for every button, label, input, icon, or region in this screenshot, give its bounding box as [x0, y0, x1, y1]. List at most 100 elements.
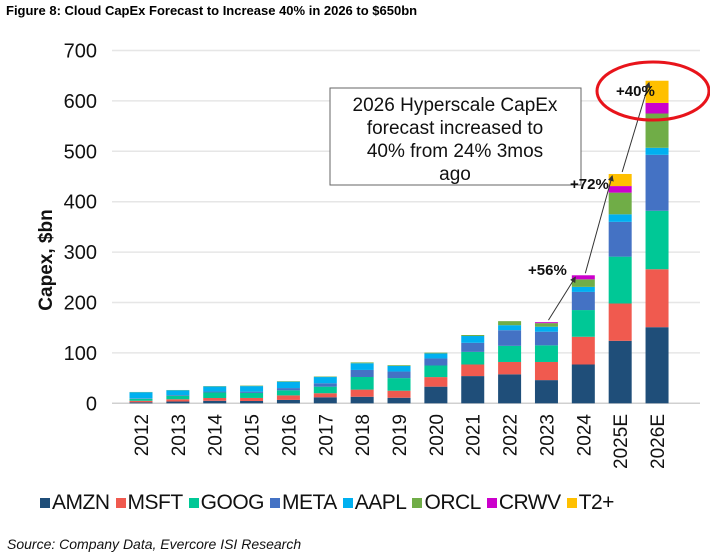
bar-segment-aapl-2017 — [313, 377, 337, 384]
bar-segment-orcl-2019 — [387, 365, 411, 367]
bar-segment-goog-2012 — [129, 398, 153, 401]
bar-segment-orcl-2017 — [313, 376, 337, 378]
legend-item: MSFT — [115, 491, 184, 515]
legend-label: T2+ — [578, 491, 615, 514]
bar-segment-crwv-2026E — [645, 102, 669, 114]
bar-segment-t2plus-2025E — [608, 173, 632, 187]
x-tick-label: 2012 — [132, 414, 153, 456]
bar-segment-amzn-2014 — [203, 400, 227, 404]
annotation-text-line: 40% from 24% 3mos — [367, 141, 543, 162]
bar-segment-aapl-2015 — [240, 386, 264, 392]
bar-segment-meta-2018 — [350, 369, 374, 377]
bar-segment-msft-2023 — [534, 361, 558, 381]
x-tick-label: 2020 — [427, 414, 448, 456]
bar-segment-aapl-2023 — [534, 326, 558, 332]
bar-segment-goog-2018 — [350, 376, 374, 390]
bar-segment-goog-2024 — [571, 310, 595, 337]
bar-segment-meta-2012 — [129, 398, 153, 399]
stacked-bar-chart: 0 100 200 300 400 500 600 700 Capex, $bn 2012 2013… — [36, 41, 710, 469]
bar-segment-meta-2016 — [276, 388, 300, 391]
y-tick-label: 0 — [86, 393, 97, 415]
bar-segment-msft-2025E — [608, 303, 632, 341]
legend-label: AAPL — [354, 491, 407, 514]
legend-label: ORCL — [424, 491, 481, 514]
bar-segment-amzn-2013 — [166, 401, 190, 404]
x-tick-label: 2017 — [316, 414, 337, 456]
bar-segment-goog-2014 — [203, 392, 227, 399]
bar-segment-meta-2026E — [645, 154, 669, 211]
bar-segment-orcl-2016 — [276, 381, 300, 382]
bar-segment-msft-2022 — [498, 361, 522, 375]
x-tick-label: 2015 — [243, 414, 264, 456]
bar-segment-msft-2026E — [645, 269, 669, 328]
bar-segment-meta-2021 — [461, 342, 485, 352]
bar-segment-amzn-2026E — [645, 327, 669, 404]
x-tick-label: 2024 — [574, 414, 595, 457]
annotation-text-line: 2026 Hyperscale CapEx — [353, 95, 558, 116]
bar-segment-aapl-2025E — [608, 214, 632, 222]
bar-segment-msft-2012 — [129, 400, 153, 403]
bar-segment-msft-2016 — [276, 395, 300, 400]
x-tick-label: 2018 — [353, 414, 374, 456]
bar-segment-msft-2024 — [571, 336, 595, 365]
growth-arrow — [548, 276, 576, 321]
y-tick-label: 400 — [64, 192, 97, 214]
x-tick-label: 2025E — [611, 414, 632, 469]
legend-swatch — [566, 498, 577, 508]
bar-segment-amzn-2025E — [608, 340, 632, 404]
bar-segment-t2plus-2026E — [645, 80, 669, 103]
bar-segment-meta-2015 — [240, 391, 264, 393]
legend-label: META — [282, 491, 337, 514]
x-tick-label: 2014 — [206, 414, 227, 457]
legend-item: AMZN — [40, 491, 110, 515]
bar-segment-amzn-2016 — [276, 399, 300, 404]
bar-segment-msft-2015 — [240, 397, 264, 401]
legend-label: CRWV — [498, 491, 561, 514]
bar-segment-amzn-2012 — [129, 402, 153, 404]
bar-segment-orcl-2018 — [350, 362, 374, 364]
bar-segment-orcl-2021 — [461, 335, 485, 337]
bar-segment-msft-2017 — [313, 393, 337, 398]
bar-segment-amzn-2023 — [534, 380, 558, 404]
bar-segment-aapl-2014 — [203, 386, 227, 392]
bar-segment-goog-2026E — [645, 210, 669, 270]
legend-item: ORCL — [412, 491, 481, 515]
bar-segment-meta-2014 — [203, 391, 227, 393]
bar-segment-aapl-2018 — [350, 363, 374, 370]
bar-segment-amzn-2024 — [571, 364, 595, 404]
growth-arrow — [584, 175, 614, 274]
bar-segment-goog-2020 — [424, 365, 448, 378]
legend-swatch — [115, 498, 126, 508]
legend-swatch — [486, 498, 497, 508]
y-tick-label: 100 — [64, 343, 97, 365]
bar-segment-aapl-2016 — [276, 381, 300, 389]
figure-title: Figure 8: Cloud CapEx Forecast to Increa… — [6, 3, 418, 18]
bar-segment-goog-2016 — [276, 390, 300, 396]
x-tick-label: 2019 — [390, 414, 411, 456]
bar-segment-msft-2019 — [387, 390, 411, 398]
legend-swatch — [342, 498, 353, 508]
bar-segment-amzn-2019 — [387, 397, 411, 404]
legend-label: MSFT — [127, 491, 184, 514]
highlight-ellipse — [595, 60, 710, 122]
bar-segment-aapl-2026E — [645, 147, 669, 155]
growth-label: +72% — [570, 176, 609, 193]
bar-segment-aapl-2022 — [498, 325, 522, 331]
y-axis-label: Capex, $bn — [36, 209, 57, 310]
legend-item: CRWV — [486, 491, 561, 515]
legend-item: AAPL — [342, 491, 407, 515]
bar-segment-goog-2017 — [313, 386, 337, 394]
legend-label: GOOG — [200, 491, 265, 514]
x-tick-label: 2022 — [501, 414, 522, 456]
bar-segment-amzn-2015 — [240, 400, 264, 404]
bar-segment-meta-2023 — [534, 331, 558, 346]
bar-segment-goog-2025E — [608, 256, 632, 304]
y-tick-label: 500 — [64, 141, 97, 163]
legend-swatch — [412, 498, 423, 508]
growth-label: +56% — [528, 262, 567, 279]
bar-segment-orcl-2020 — [424, 352, 448, 354]
legend-item: GOOG — [188, 491, 265, 515]
bar-segment-goog-2013 — [166, 395, 190, 400]
bar-segment-aapl-2019 — [387, 366, 411, 372]
growth-arrow — [621, 81, 651, 173]
